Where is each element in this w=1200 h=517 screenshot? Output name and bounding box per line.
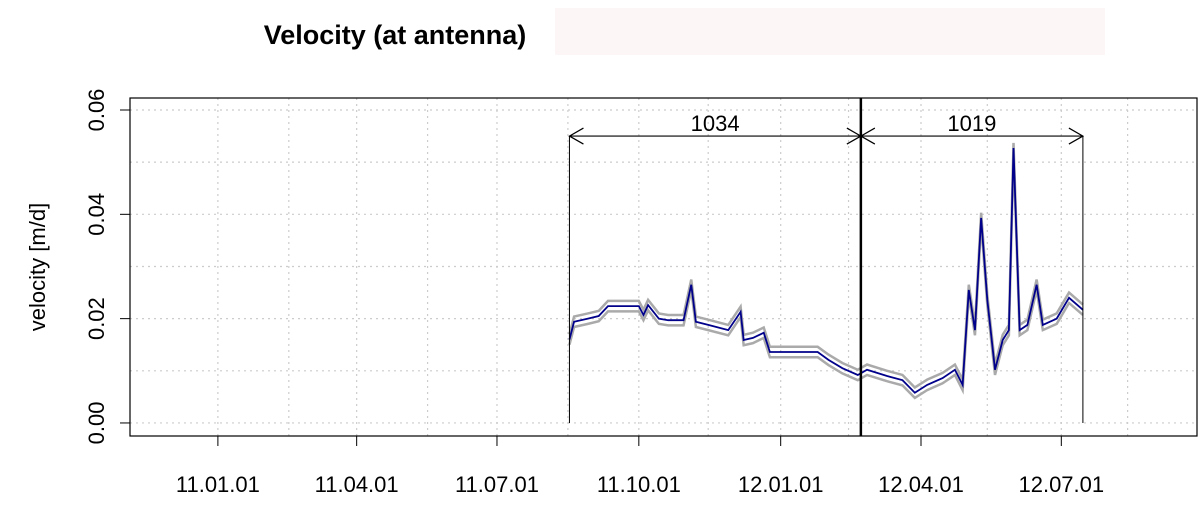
x-tick-label: 11.01.01 [176,472,260,497]
annotation-label: 1019 [947,111,996,136]
plot-frame [129,97,1198,437]
y-tick-label: 0.04 [84,193,109,236]
y-tick-label: 0.06 [84,89,109,132]
series-line [568,153,1084,400]
x-tick-label: 11.04.01 [315,472,399,497]
y-axis-label: velocity [m/d] [25,203,50,331]
chart-title: Velocity (at antenna) [264,20,527,50]
y-tick-label: 0.02 [84,297,109,340]
x-tick-label: 12.04.01 [878,472,964,497]
series-line [568,148,1084,394]
x-tick-label: 12.07.01 [1018,472,1104,497]
title-highlight [555,8,1105,55]
arrow-head [859,127,1085,145]
x-tick-label: 12.01.01 [738,472,824,497]
annotation-label: 1034 [691,111,740,136]
y-tick-label: 0.00 [84,402,109,445]
series-line [568,142,1084,390]
x-tick-label: 11.07.01 [455,472,539,497]
x-tick-label: 11.10.01 [597,472,681,497]
